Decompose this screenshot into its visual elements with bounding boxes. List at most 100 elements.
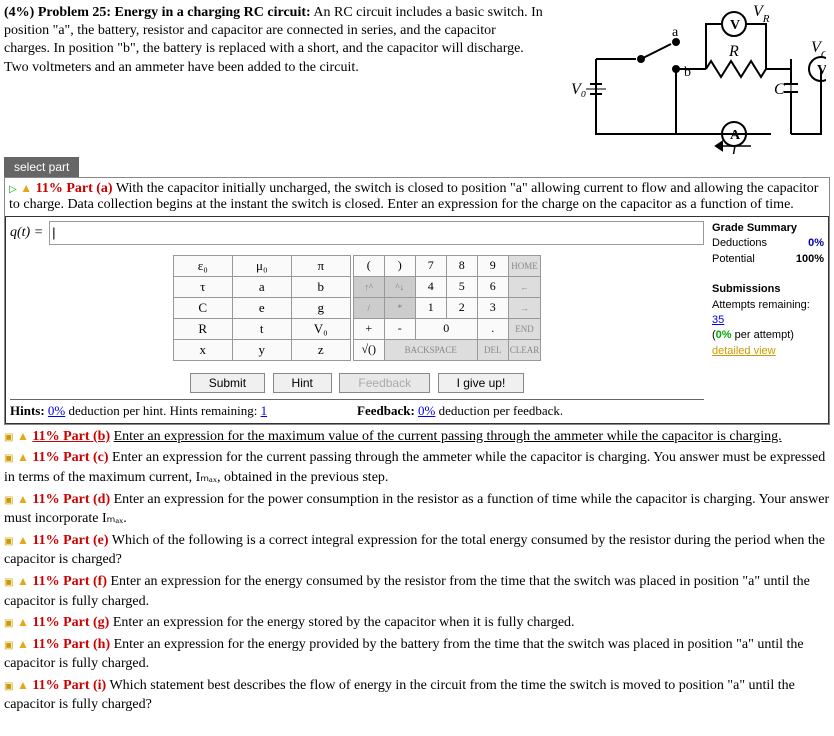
grade-title: Grade Summary [712, 222, 797, 234]
symbol-key[interactable]: ε₀ [173, 255, 232, 276]
part-text: Enter an expression for the energy consu… [4, 574, 810, 609]
symbol-key[interactable]: g [291, 297, 350, 318]
key-rparen[interactable]: ) [384, 255, 415, 276]
symbol-key[interactable]: e [232, 297, 291, 318]
key-2[interactable]: 2 [446, 297, 477, 318]
problem-header: (4%) Problem 25: Energy in a charging RC… [4, 4, 544, 77]
part-title: 11% Part (i) [32, 678, 106, 693]
attempts-val: 35 [712, 314, 724, 326]
symbol-key[interactable]: μ₀ [232, 255, 291, 276]
symbol-key[interactable]: z [291, 339, 350, 360]
potential-val: 100% [796, 252, 824, 267]
key-sub[interactable]: ^↓ [384, 276, 415, 297]
warning-icon: ▲ [17, 637, 29, 651]
collapse-icon: ▣ [4, 577, 13, 588]
part-row-d[interactable]: ▣ ▲ 11% Part (d) Enter an expression for… [4, 490, 830, 529]
symbol-key[interactable]: τ [173, 276, 232, 297]
key-6[interactable]: 6 [477, 276, 508, 297]
part-a-text: With the capacitor initially uncharged, … [9, 181, 818, 212]
key-5[interactable]: 5 [446, 276, 477, 297]
key-mul[interactable]: * [384, 297, 415, 318]
symbol-key[interactable]: π [291, 255, 350, 276]
part-title: 11% Part (b) [32, 429, 110, 444]
hints-pct: 0% [48, 403, 65, 418]
key-0[interactable]: 0 [415, 318, 477, 339]
key-backspace[interactable]: BACKSPACE [384, 339, 477, 360]
key-plus[interactable]: + [353, 318, 384, 339]
part-row-e[interactable]: ▣ ▲ 11% Part (e) Which of the following … [4, 531, 830, 570]
collapse-icon: ▣ [4, 495, 13, 506]
answer-input[interactable] [49, 221, 704, 245]
symbol-key[interactable]: C [173, 297, 232, 318]
part-text: Enter an expression for the energy provi… [4, 637, 804, 672]
part-row-c[interactable]: ▣ ▲ 11% Part (c) Enter an expression for… [4, 448, 830, 487]
key-home[interactable]: HOME [508, 255, 541, 276]
key-9[interactable]: 9 [477, 255, 508, 276]
collapse-icon: ▣ [4, 453, 13, 464]
svg-text:a: a [672, 25, 679, 40]
symbol-key[interactable]: a [232, 276, 291, 297]
key-end[interactable]: END [508, 318, 541, 339]
warning-icon: ▲ [20, 181, 32, 195]
part-row-g[interactable]: ▣ ▲ 11% Part (g) Enter an expression for… [4, 613, 830, 633]
key-sqrt[interactable]: √() [353, 339, 384, 360]
symbol-key[interactable]: y [232, 339, 291, 360]
key-3[interactable]: 3 [477, 297, 508, 318]
warning-icon: ▲ [17, 678, 29, 692]
collapse-icon: ▣ [4, 640, 13, 651]
key-right[interactable]: → [508, 297, 541, 318]
key-del[interactable]: DEL [477, 339, 508, 360]
symbol-key[interactable]: b [291, 276, 350, 297]
detailed-view-link[interactable]: detailed view [712, 345, 776, 357]
feedback-button[interactable]: Feedback [339, 373, 430, 393]
warning-icon: ▲ [17, 450, 29, 464]
part-row-b[interactable]: ▣ ▲ 11% Part (b) Enter an expression for… [4, 427, 830, 447]
part-text: Enter an expression for the energy store… [113, 615, 575, 630]
key-left[interactable]: ← [508, 276, 541, 297]
key-7[interactable]: 7 [415, 255, 446, 276]
svg-text:V₀: V₀ [571, 81, 586, 98]
part-row-f[interactable]: ▣ ▲ 11% Part (f) Enter an expression for… [4, 572, 830, 611]
attempts-label: Attempts remaining: [712, 299, 810, 311]
warning-icon: ▲ [17, 533, 29, 547]
part-a-title: 11% Part (a) [36, 181, 113, 196]
key-1[interactable]: 1 [415, 297, 446, 318]
part-title: 11% Part (e) [32, 533, 108, 548]
symbol-key[interactable]: R [173, 318, 232, 339]
key-div[interactable]: / [353, 297, 384, 318]
part-row-h[interactable]: ▣ ▲ 11% Part (h) Enter an expression for… [4, 635, 830, 674]
key-sup[interactable]: ↑^ [353, 276, 384, 297]
collapse-icon: ▣ [4, 618, 13, 629]
key-minus[interactable]: - [384, 318, 415, 339]
circuit-diagram: V₀ a b R VR VC C I V A V [566, 4, 826, 159]
feedback-text: deduction per feedback. [435, 403, 563, 418]
symbol-pad: ε₀μ₀π τab Ceg RtV₀ xyz [173, 255, 351, 361]
collapse-icon: ▣ [4, 536, 13, 547]
select-part-tab[interactable]: select part [4, 157, 79, 177]
collapse-icon: ▣ [4, 432, 13, 443]
part-text: Enter an expression for the power consum… [4, 492, 829, 527]
part-row-i[interactable]: ▣ ▲ 11% Part (i) Which statement best de… [4, 676, 830, 715]
hint-button[interactable]: Hint [273, 373, 332, 393]
symbol-key[interactable]: x [173, 339, 232, 360]
part-text: Enter an expression for the current pass… [4, 450, 825, 485]
expand-icon: ▷ [9, 184, 17, 195]
key-clear[interactable]: CLEAR [508, 339, 541, 360]
part-title: 11% Part (d) [32, 492, 110, 507]
key-dot[interactable]: . [477, 318, 508, 339]
warning-icon: ▲ [17, 492, 29, 506]
deductions-val: 0% [808, 236, 824, 251]
key-4[interactable]: 4 [415, 276, 446, 297]
part-title: 11% Part (g) [32, 615, 109, 630]
give-up-button[interactable]: I give up! [438, 373, 525, 393]
key-lparen[interactable]: ( [353, 255, 384, 276]
part-text: Which of the following is a correct inte… [4, 533, 825, 568]
symbol-key[interactable]: t [232, 318, 291, 339]
warning-icon: ▲ [17, 429, 29, 443]
symbol-key[interactable]: V₀ [291, 318, 350, 339]
feedback-pct: 0% [418, 403, 435, 418]
submit-button[interactable]: Submit [190, 373, 265, 393]
part-title: 11% Part (h) [32, 637, 110, 652]
part-text: Which statement best describes the flow … [4, 678, 795, 713]
key-8[interactable]: 8 [446, 255, 477, 276]
